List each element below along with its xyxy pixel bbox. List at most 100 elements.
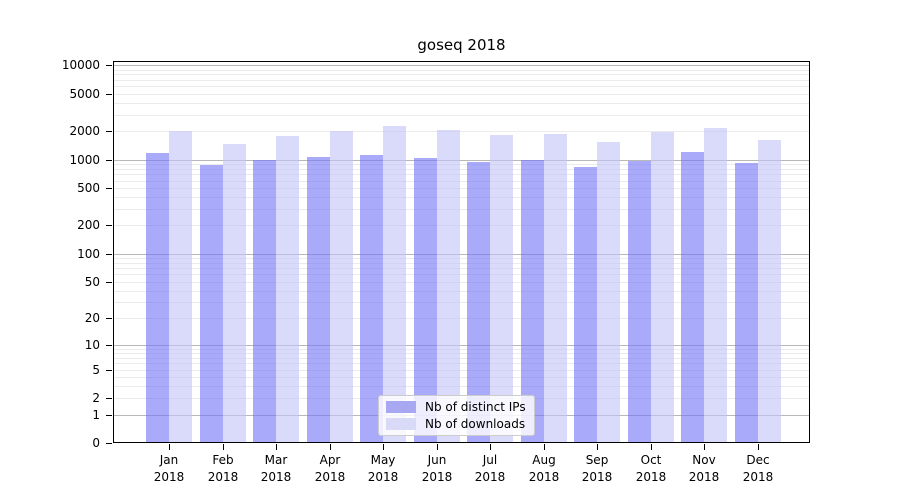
minor-gridline bbox=[113, 302, 810, 303]
bar-downloads bbox=[169, 131, 192, 443]
x-tick-month: Jul bbox=[482, 453, 498, 467]
bar-downloads bbox=[223, 144, 246, 443]
minor-gridline bbox=[113, 169, 810, 170]
minor-gridline bbox=[113, 70, 810, 71]
x-tick-mark bbox=[544, 444, 545, 450]
y-tick-label: 20 bbox=[84, 311, 100, 325]
legend-label-downloads: Nb of downloads bbox=[425, 417, 526, 431]
minor-gridline bbox=[113, 349, 810, 350]
y-tick-mark bbox=[106, 254, 112, 255]
minor-gridline bbox=[113, 258, 810, 259]
x-tick-year: 2018 bbox=[474, 470, 506, 484]
minor-gridline bbox=[113, 225, 810, 226]
x-tick-month: May bbox=[370, 453, 396, 467]
x-tick-month: Feb bbox=[212, 453, 234, 467]
minor-gridline bbox=[113, 263, 810, 264]
major-gridline bbox=[113, 65, 810, 66]
y-tick-mark bbox=[106, 160, 112, 161]
bar-downloads bbox=[276, 136, 299, 443]
x-tick-label: Sep 2018 bbox=[570, 452, 624, 486]
x-tick-year: 2018 bbox=[314, 470, 346, 484]
y-tick-label: 1 bbox=[92, 408, 100, 422]
x-tick-label: Aug 2018 bbox=[517, 452, 571, 486]
x-tick-mark bbox=[651, 444, 652, 450]
x-tick-month: Jun bbox=[427, 453, 447, 467]
bar-distinct-ips bbox=[360, 155, 383, 443]
bar-distinct-ips bbox=[628, 161, 651, 443]
minor-gridline bbox=[113, 370, 810, 371]
chart-title: goseq 2018 bbox=[417, 36, 506, 54]
y-tick-label: 5 bbox=[92, 363, 100, 377]
minor-gridline bbox=[113, 174, 810, 175]
minor-gridline bbox=[113, 353, 810, 354]
x-tick-year: 2018 bbox=[421, 470, 453, 484]
y-tick-label: 500 bbox=[77, 181, 100, 195]
y-tick-label: 1000 bbox=[69, 153, 100, 167]
y-tick-label: 10000 bbox=[61, 58, 100, 72]
x-tick-label: Oct 2018 bbox=[624, 452, 678, 486]
bar-downloads bbox=[704, 128, 727, 443]
x-tick-month: Mar bbox=[264, 453, 288, 467]
bar-downloads bbox=[383, 126, 406, 443]
y-tick-label: 2000 bbox=[69, 124, 100, 138]
x-tick-year: 2018 bbox=[688, 470, 720, 484]
minor-gridline bbox=[113, 86, 810, 87]
legend: Nb of distinct IPs Nb of downloads bbox=[378, 395, 535, 436]
x-tick-label: Jun 2018 bbox=[410, 452, 464, 486]
x-tick-label: Jul 2018 bbox=[463, 452, 517, 486]
y-tick-label: 2 bbox=[92, 391, 100, 405]
y-tick-mark bbox=[106, 188, 112, 189]
bar-downloads bbox=[597, 142, 620, 443]
minor-gridline bbox=[113, 197, 810, 198]
legend-swatch-distinct-ips bbox=[386, 401, 416, 413]
y-tick-label: 5000 bbox=[69, 87, 100, 101]
bar-distinct-ips bbox=[200, 165, 223, 443]
x-tick-mark bbox=[704, 444, 705, 450]
y-tick-mark bbox=[106, 282, 112, 283]
x-tick-mark bbox=[597, 444, 598, 450]
y-tick-label: 10 bbox=[84, 338, 100, 352]
y-tick-mark bbox=[106, 65, 112, 66]
minor-gridline bbox=[113, 318, 810, 319]
x-tick-mark bbox=[758, 444, 759, 450]
y-tick-mark bbox=[106, 370, 112, 371]
bar-distinct-ips bbox=[521, 160, 544, 443]
minor-gridline bbox=[113, 282, 810, 283]
y-tick-mark bbox=[106, 345, 112, 346]
bar-distinct-ips bbox=[681, 152, 704, 443]
x-tick-label: Dec 2018 bbox=[731, 452, 785, 486]
x-tick-month: Jan bbox=[159, 453, 179, 467]
bar-downloads bbox=[544, 134, 567, 443]
bar-distinct-ips bbox=[414, 158, 437, 443]
y-tick-label: 0 bbox=[92, 436, 100, 450]
minor-gridline bbox=[113, 363, 810, 364]
y-tick-mark bbox=[106, 443, 112, 444]
y-tick-mark bbox=[106, 318, 112, 319]
legend-swatch-downloads bbox=[386, 418, 416, 430]
bar-distinct-ips bbox=[574, 167, 597, 443]
x-tick-year: 2018 bbox=[207, 470, 239, 484]
y-tick-mark bbox=[106, 415, 112, 416]
minor-gridline bbox=[113, 74, 810, 75]
minor-gridline bbox=[113, 188, 810, 189]
x-tick-month: Apr bbox=[319, 453, 341, 467]
legend-row-distinct-ips: Nb of distinct IPs bbox=[386, 400, 526, 414]
y-tick-mark bbox=[106, 131, 112, 132]
plot-area bbox=[113, 61, 810, 443]
minor-gridline bbox=[113, 164, 810, 165]
minor-gridline bbox=[113, 131, 810, 132]
minor-gridline bbox=[113, 209, 810, 210]
x-tick-month: Sep bbox=[585, 453, 609, 467]
minor-gridline bbox=[113, 274, 810, 275]
y-tick-mark bbox=[106, 225, 112, 226]
x-tick-mark bbox=[490, 444, 491, 450]
major-gridline bbox=[113, 254, 810, 255]
bar-downloads bbox=[651, 132, 674, 443]
x-tick-year: 2018 bbox=[153, 470, 185, 484]
minor-gridline bbox=[113, 268, 810, 269]
x-tick-year: 2018 bbox=[635, 470, 667, 484]
legend-label-distinct-ips: Nb of distinct IPs bbox=[425, 400, 526, 414]
x-tick-year: 2018 bbox=[581, 470, 613, 484]
x-tick-label: Mar 2018 bbox=[249, 452, 303, 486]
x-tick-month: Oct bbox=[640, 453, 662, 467]
